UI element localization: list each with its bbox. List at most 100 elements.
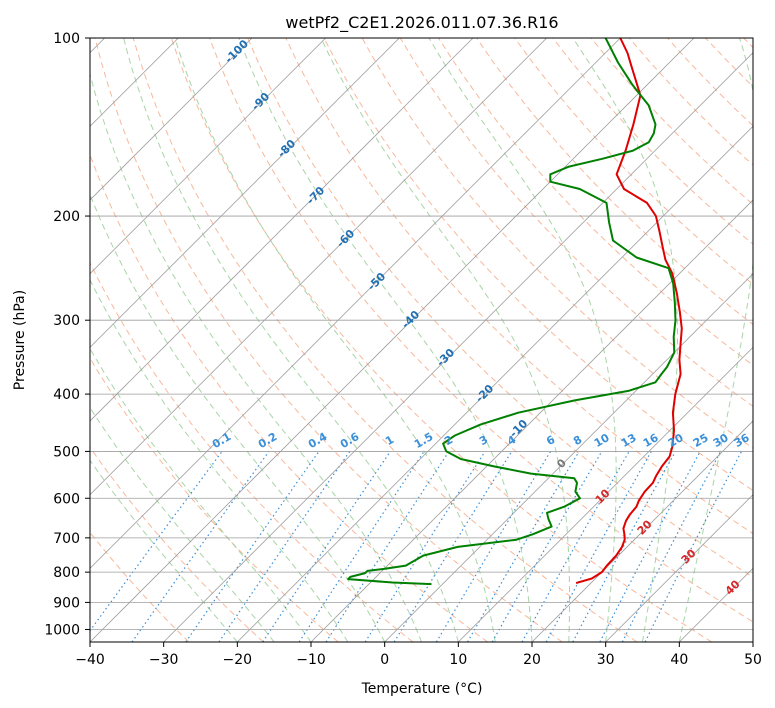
isotherm (458, 346, 753, 642)
dry-adiabat (90, 153, 488, 642)
dry-adiabat-label: 0 (554, 456, 569, 471)
isotherm (752, 641, 753, 642)
mixing-ratio-line (644, 451, 743, 642)
y-tick-label: 300 (53, 313, 80, 329)
isotherm (90, 38, 547, 496)
dry-adiabat (170, 38, 712, 642)
x-tick-label: 30 (597, 652, 615, 668)
mixing-ratio-line (364, 451, 486, 642)
mixing-ratio-label: 10 (592, 431, 612, 450)
temperature-trace (575, 38, 683, 585)
mixing-ratio-label: 36 (732, 431, 752, 450)
y-tick-label: 700 (53, 531, 80, 547)
y-tick-label: 500 (53, 444, 80, 460)
dry-adiabat (705, 38, 753, 88)
isotherm (237, 125, 753, 642)
mixing-ratio-line (185, 451, 320, 642)
isotherm (310, 199, 753, 642)
dry-adiabat (476, 38, 753, 326)
moist-adiabat (572, 38, 678, 642)
isotherm (90, 38, 326, 275)
dry-adiabat-label: -100 (222, 37, 251, 66)
dry-adiabat-label: 20 (635, 517, 655, 537)
y-tick-label: 100 (53, 31, 80, 47)
dry-adiabat-label: -20 (473, 382, 496, 405)
mixing-ratio-line (218, 451, 351, 642)
mixing-ratio-label: 16 (641, 431, 661, 450)
x-tick-label: −10 (296, 652, 326, 668)
mixing-ratio-label: 8 (571, 433, 584, 448)
moist-adiabat (90, 278, 349, 642)
moist-adiabat (678, 38, 753, 642)
y-tick-label: 900 (53, 595, 80, 611)
mixing-ratio-line (393, 451, 513, 642)
dry-adiabat-label: -30 (434, 346, 457, 369)
chart-title: wetPf2_C2E1.2026.011.07.36.R16 (285, 13, 558, 33)
dry-adiabat (90, 261, 414, 642)
mixing-ratio-label: 0.4 (306, 430, 330, 451)
isotherm (605, 494, 753, 642)
plot-frame (89, 37, 754, 643)
dry-adiabat (285, 38, 753, 535)
moist-adiabat (90, 347, 312, 642)
y-tick-label: 600 (53, 491, 80, 507)
x-tick-label: 10 (449, 652, 467, 668)
mixing-ratio-line (572, 451, 677, 642)
mixing-ratio-label: 6 (544, 433, 557, 448)
moist-adiabat (90, 459, 238, 642)
mixing-ratio-line (599, 451, 701, 642)
y-tick-label: 1000 (44, 622, 80, 638)
dry-adiabat (132, 38, 638, 642)
mixing-ratio-line (262, 451, 391, 642)
y-axis-label: Pressure (hPa) (12, 290, 28, 390)
dry-adiabat (437, 38, 753, 366)
moist-adiabat (320, 38, 570, 642)
mixing-ratio-label: 13 (619, 431, 639, 450)
moist-adiabat (90, 72, 422, 642)
mixing-ratio-line (325, 451, 450, 642)
moist-adiabat (90, 193, 386, 642)
x-axis-label: Temperature (°C) (361, 681, 483, 697)
mixing-ratio-line (298, 451, 425, 642)
isotherm (90, 38, 253, 201)
y-axis: 100 200 300 400 500 600 700 800 900 1000 (44, 31, 90, 638)
isotherm (384, 273, 753, 642)
y-tick-label: 400 (53, 387, 80, 403)
sounding-traces (347, 38, 683, 586)
isotherm (531, 420, 753, 642)
x-tick-label: 50 (744, 652, 762, 668)
dry-adiabat (209, 38, 753, 623)
dry-adiabat (90, 357, 339, 642)
dry-adiabat (90, 446, 264, 642)
x-tick-label: −20 (223, 652, 253, 668)
mixing-ratio-line (545, 451, 652, 642)
line-labels: 0.1 0.2 0.4 0.6 1 1.5 2 3 4 6 8 10 13 16 20 25 30 36-100-… (210, 37, 752, 598)
dry-adiabat (552, 38, 753, 245)
dry-adiabat-label: 40 (723, 577, 743, 597)
x-tick-label: 20 (523, 652, 541, 668)
moist-adiabat (123, 38, 459, 642)
x-tick-label: −40 (75, 652, 105, 668)
mixing-ratio-line (131, 451, 270, 642)
mixing-ratio-label: 1 (383, 433, 396, 448)
dry-adiabat (247, 38, 753, 578)
moist-adiabat (428, 38, 617, 642)
isotherm (163, 52, 753, 642)
mixing-ratio-label: 0.1 (210, 430, 233, 451)
isotherm (90, 38, 474, 422)
dry-adiabat-label: 10 (593, 486, 613, 506)
moist-adiabat (90, 406, 275, 642)
moist-adiabat (174, 38, 496, 642)
dry-adiabat (323, 38, 753, 492)
x-tick-label: 0 (380, 652, 389, 668)
mixing-ratio-label: 25 (691, 431, 711, 450)
dry-adiabat (90, 531, 190, 642)
mixing-ratio-line (466, 451, 580, 642)
dry-adiabat-label: -90 (249, 90, 272, 113)
mixing-ratio-label: 30 (711, 431, 731, 450)
mixing-ratio-line (435, 451, 552, 642)
moist-adiabat (238, 38, 533, 642)
y-tick-label: 800 (53, 565, 80, 581)
x-axis: −40 −30 −20 −10 0 10 20 30 40 50 (75, 642, 762, 668)
